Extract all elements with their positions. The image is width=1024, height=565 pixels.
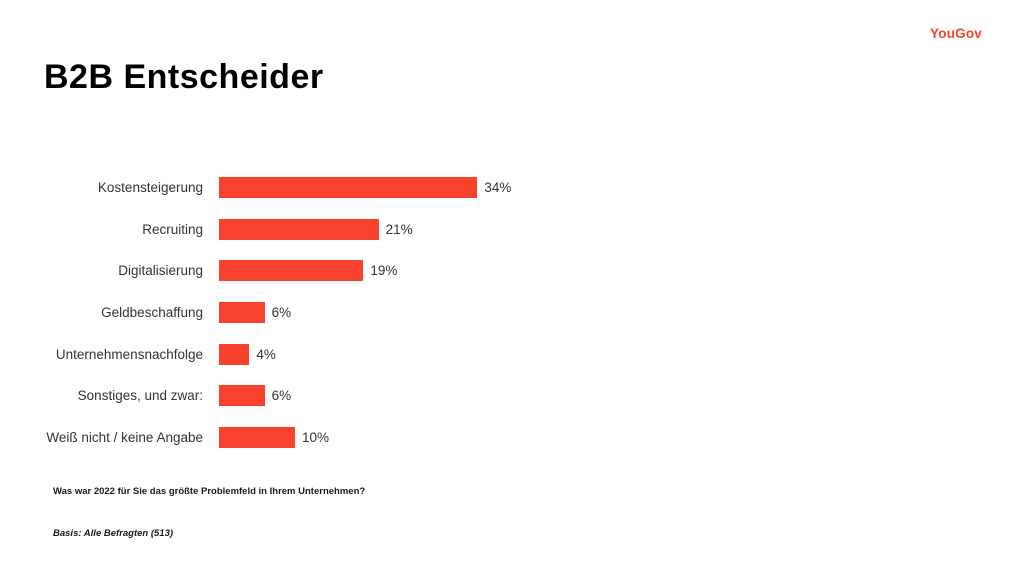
bar bbox=[219, 343, 250, 365]
chart-row: Recruiting 21% bbox=[0, 218, 1024, 240]
chart-row: Sonstiges, und zwar: 6% bbox=[0, 385, 1024, 407]
category-label: Recruiting bbox=[142, 221, 203, 237]
yougov-logo: YouGov bbox=[930, 26, 982, 41]
value-label: 10% bbox=[302, 430, 330, 446]
survey-question: Was war 2022 für Sie das größte Problemf… bbox=[53, 486, 366, 497]
value-label: 6% bbox=[271, 305, 292, 321]
chart-row: Unternehmensnachfolge 4% bbox=[0, 343, 1024, 365]
sample-basis: Basis: Alle Befragten (513) bbox=[53, 528, 174, 539]
chart-row: Weiß nicht / keine Angabe 10% bbox=[0, 427, 1024, 449]
chart-row: Kostensteigerung 34% bbox=[0, 177, 1024, 198]
bar bbox=[219, 427, 295, 449]
bar bbox=[219, 260, 364, 282]
bar bbox=[219, 302, 265, 324]
bar bbox=[219, 385, 265, 407]
page-title: B2B Entscheider bbox=[44, 58, 324, 96]
value-label: 19% bbox=[370, 263, 398, 279]
category-label: Weiß nicht / keine Angabe bbox=[46, 430, 203, 446]
category-label: Kostensteigerung bbox=[97, 180, 203, 195]
bar bbox=[219, 218, 379, 240]
category-label: Geldbeschaffung bbox=[101, 305, 203, 321]
chart-row: Geldbeschaffung 6% bbox=[0, 302, 1024, 324]
value-label: 21% bbox=[385, 221, 413, 237]
category-label: Unternehmensnachfolge bbox=[55, 346, 203, 362]
bar-chart: Kostensteigerung 34% Recruiting 21% Digitali… bbox=[0, 177, 1024, 469]
value-label: 34% bbox=[484, 180, 512, 195]
value-label: 4% bbox=[256, 346, 276, 362]
bar bbox=[219, 177, 478, 198]
value-label: 6% bbox=[271, 388, 292, 404]
category-label: Sonstiges, und zwar: bbox=[77, 388, 203, 404]
chart-row: Digitalisierung 19% bbox=[0, 260, 1024, 282]
category-label: Digitalisierung bbox=[118, 263, 203, 279]
